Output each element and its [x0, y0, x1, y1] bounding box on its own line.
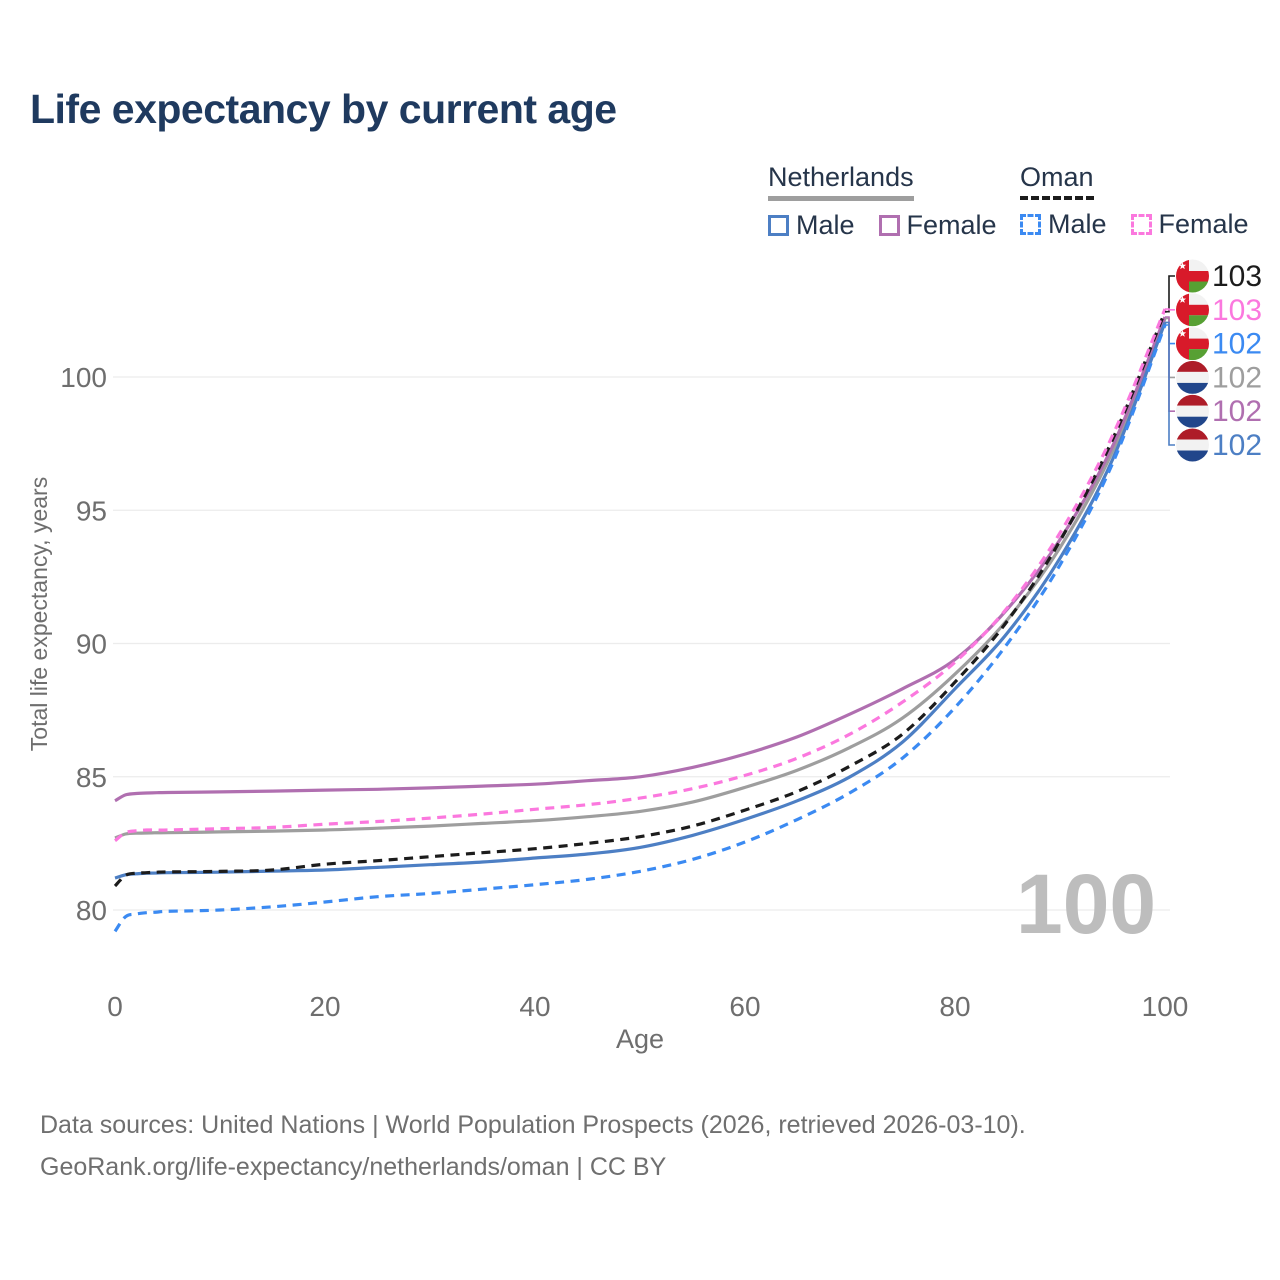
legend-item-netherlands-male[interactable]: Male: [768, 210, 855, 241]
legend-swatch-oman-male: [1020, 214, 1041, 235]
legend-group-title-oman: Oman: [1020, 162, 1094, 200]
x-tick-label: 80: [939, 991, 970, 1022]
legend-swatch-oman-female: [1130, 214, 1152, 235]
series-oman-male: [113, 324, 1167, 933]
legend-item-label-netherlands-female: Female: [906, 210, 997, 240]
legend-item-netherlands-female[interactable]: Female: [878, 210, 997, 241]
y-tick-label: 80: [76, 895, 107, 926]
flag-icon-oman: [1176, 327, 1209, 361]
legend-item-label-oman-female: Female: [1158, 209, 1249, 239]
flag-icon-netherlands: [1176, 360, 1209, 394]
footer-data-sources: Data sources: United Nations | World Pop…: [40, 1111, 1026, 1139]
legend-items-oman: Male Female: [1020, 209, 1249, 240]
legend-items-netherlands: Male Female: [768, 210, 997, 241]
series-oman-female: [114, 308, 1167, 843]
flag-icon-oman: [1176, 259, 1209, 293]
x-tick-label: 60: [729, 991, 760, 1022]
y-tick-label: 90: [76, 629, 107, 660]
series-netherlands: [114, 317, 1167, 840]
legend-item-label-oman-male: Male: [1048, 209, 1107, 239]
end-label-value-netherlands-female: 102: [1212, 395, 1262, 428]
series-oman: [113, 311, 1167, 888]
legend-group-oman: Oman Male Female: [1020, 162, 1249, 240]
y-tick-label: 100: [60, 362, 107, 393]
legend-item-oman-male[interactable]: Male: [1020, 209, 1107, 240]
legend-swatch-netherlands-male: [768, 215, 789, 236]
legend-group-netherlands: Netherlands Male Female: [768, 162, 997, 241]
end-label-value-netherlands-male: 102: [1212, 429, 1262, 462]
end-label-leader-oman-female: [1165, 308, 1175, 311]
x-tick-label: 0: [107, 991, 123, 1022]
flag-icon-netherlands: [1176, 428, 1209, 462]
footer: Data sources: United Nations | World Pop…: [40, 1104, 1026, 1188]
end-label-leader-oman: [1165, 275, 1175, 313]
page-title: Life expectancy by current age: [30, 86, 617, 132]
series-netherlands-female: [114, 316, 1167, 803]
y-tick-label: 95: [76, 495, 107, 526]
x-tick-label: 40: [519, 991, 550, 1022]
end-label-value-oman-male: 102: [1212, 328, 1262, 361]
end-label-value-oman: 103: [1212, 260, 1262, 293]
end-label-value-netherlands: 102: [1212, 361, 1262, 394]
series-netherlands-male: [114, 321, 1167, 880]
end-label-leader-oman-male: [1165, 324, 1175, 345]
footer-link[interactable]: GeoRank.org/life-expectancy/netherlands/…: [40, 1153, 667, 1181]
legend-swatch-netherlands-female: [878, 215, 900, 236]
legend-group-title-netherlands: Netherlands: [768, 162, 914, 201]
x-axis-title: Age: [616, 1024, 664, 1054]
end-label-leader-netherlands-female: [1165, 316, 1175, 412]
legend-item-oman-female[interactable]: Female: [1130, 209, 1249, 240]
flag-icon-netherlands: [1176, 394, 1209, 428]
flag-icon-oman: [1176, 293, 1209, 327]
y-axis-title: Total life expectancy, years: [26, 477, 52, 751]
end-label-value-oman-female: 103: [1212, 294, 1262, 327]
y-tick-label: 85: [76, 762, 107, 793]
end-label-leader-netherlands-male: [1165, 321, 1175, 446]
x-tick-label: 100: [1142, 991, 1189, 1022]
legend-item-label-netherlands-male: Male: [796, 210, 855, 240]
age-counter-watermark: 100: [1016, 857, 1157, 951]
end-label-leader-netherlands: [1165, 317, 1175, 379]
x-tick-label: 20: [309, 991, 340, 1022]
